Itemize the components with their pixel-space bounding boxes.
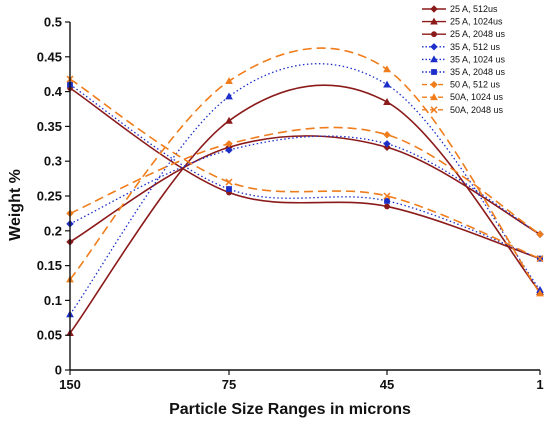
y-tick-label: 0.3: [44, 154, 62, 169]
legend: 25 A, 512us 25 A, 1024us 25 A, 2048 us 35 A…: [422, 4, 506, 115]
data-point-25-a-1024us: [383, 98, 391, 105]
data-point-35-a-2048-us: [384, 197, 390, 204]
data-point-35-a-512-us: [225, 146, 233, 154]
data-point-35-a-2048-us: [226, 186, 232, 192]
legend-label: 50A, 1024 us: [450, 92, 504, 102]
legend-marker: [430, 5, 438, 13]
legend-label: 25 A, 1024us: [450, 17, 503, 27]
legend-label: 35 A, 1024 us: [450, 54, 506, 64]
x-tick-label: 1: [536, 377, 543, 392]
legend-label: 25 A, 512us: [450, 4, 498, 14]
legend-label: 35 A, 2048 us: [450, 67, 506, 77]
x-tick-label: 150: [59, 377, 81, 392]
y-tick-label: 0.4: [44, 84, 63, 99]
y-tick-label: 0.5: [44, 15, 62, 30]
data-point-35-a-1024-us: [383, 80, 391, 88]
series-line-50a-2048-us: [69, 78, 541, 260]
legend-label: 50 A, 512 us: [450, 80, 501, 90]
legend-label: 25 A, 2048 us: [450, 29, 506, 39]
x-axis-title: Particle Size Ranges in microns: [169, 401, 411, 418]
data-point-50a-2048-us: [225, 178, 233, 186]
y-tick-label: 0.15: [37, 258, 62, 273]
data-point-35-a-512-us: [383, 140, 391, 148]
data-point-25-a-1024us: [225, 116, 233, 124]
series-line-25-a-512us: [69, 135, 541, 243]
legend-item-50-a-512-us: 50 A, 512 us: [422, 80, 501, 90]
series-line-25-a-1024us: [69, 84, 541, 334]
series-line-35-a-2048-us: [69, 84, 541, 260]
x-tick-label: 45: [380, 377, 394, 392]
series-line-50-a-512-us: [69, 126, 541, 235]
y-tick-label: 0.05: [37, 328, 62, 343]
y-tick-label: 0.2: [44, 223, 62, 238]
plot-markers: [66, 65, 544, 337]
legend-item-35-a-1024-us: 35 A, 1024 us: [422, 54, 506, 64]
y-axis-title: Weight %: [7, 169, 24, 241]
legend-label: 50A, 2048 us: [450, 105, 504, 115]
legend-item-25-a-1024us: 25 A, 1024us: [422, 17, 503, 27]
legend-marker: [430, 93, 438, 101]
data-point-50a-1024-us: [225, 77, 233, 85]
legend-item-25-a-2048-us: 25 A, 2048 us: [422, 29, 506, 39]
legend-item-35-a-512-us: 35 A, 512 us: [422, 42, 501, 52]
data-point-50-a-512-us: [383, 131, 391, 139]
plot-lines: [69, 47, 541, 334]
legend-marker: [430, 17, 438, 25]
x-tick-label: 75: [222, 377, 236, 392]
legend-marker: [431, 31, 437, 38]
legend-item-35-a-2048-us: 35 A, 2048 us: [422, 67, 506, 77]
data-point-50a-2048-us: [383, 192, 391, 200]
legend-item-50a-2048-us: 50A, 2048 us: [422, 105, 504, 115]
y-tick-label: 0.45: [37, 49, 62, 64]
y-tick-label: 0.1: [44, 293, 62, 308]
data-point-50a-2048-us: [536, 255, 544, 263]
y-ticks: 0 0.05 0.1 0.15 0.2 0.25 0.3 0.35 0.4 0.45 0.5: [37, 15, 70, 378]
data-point-50a-1024-us: [383, 65, 391, 73]
series-line-25-a-2048-us: [69, 87, 541, 260]
data-point-50-a-512-us: [225, 140, 233, 148]
y-tick-label: 0.25: [37, 189, 62, 204]
legend-marker: [430, 55, 438, 63]
legend-marker: [430, 106, 438, 114]
legend-item-25-a-512us: 25 A, 512us: [422, 4, 498, 14]
data-point-25-a-2048-us: [384, 203, 390, 210]
y-tick-label: 0.35: [37, 119, 62, 134]
legend-marker: [430, 43, 438, 51]
x-ticks: 150 75 45 1: [59, 370, 544, 392]
legend-marker: [430, 80, 438, 89]
series-line-35-a-1024-us: [69, 63, 541, 315]
data-point-50a-1024-us: [536, 289, 544, 297]
legend-label: 35 A, 512 us: [450, 42, 501, 52]
y-tick-label: 0: [55, 363, 62, 378]
data-point-35-a-1024-us: [225, 92, 233, 100]
series-line-50a-1024-us: [69, 47, 541, 294]
series-line-35-a-512-us: [69, 135, 541, 235]
legend-marker: [431, 69, 437, 75]
data-point-50-a-512-us: [536, 230, 544, 238]
legend-item-50a-1024-us: 50A, 1024 us: [422, 92, 504, 102]
